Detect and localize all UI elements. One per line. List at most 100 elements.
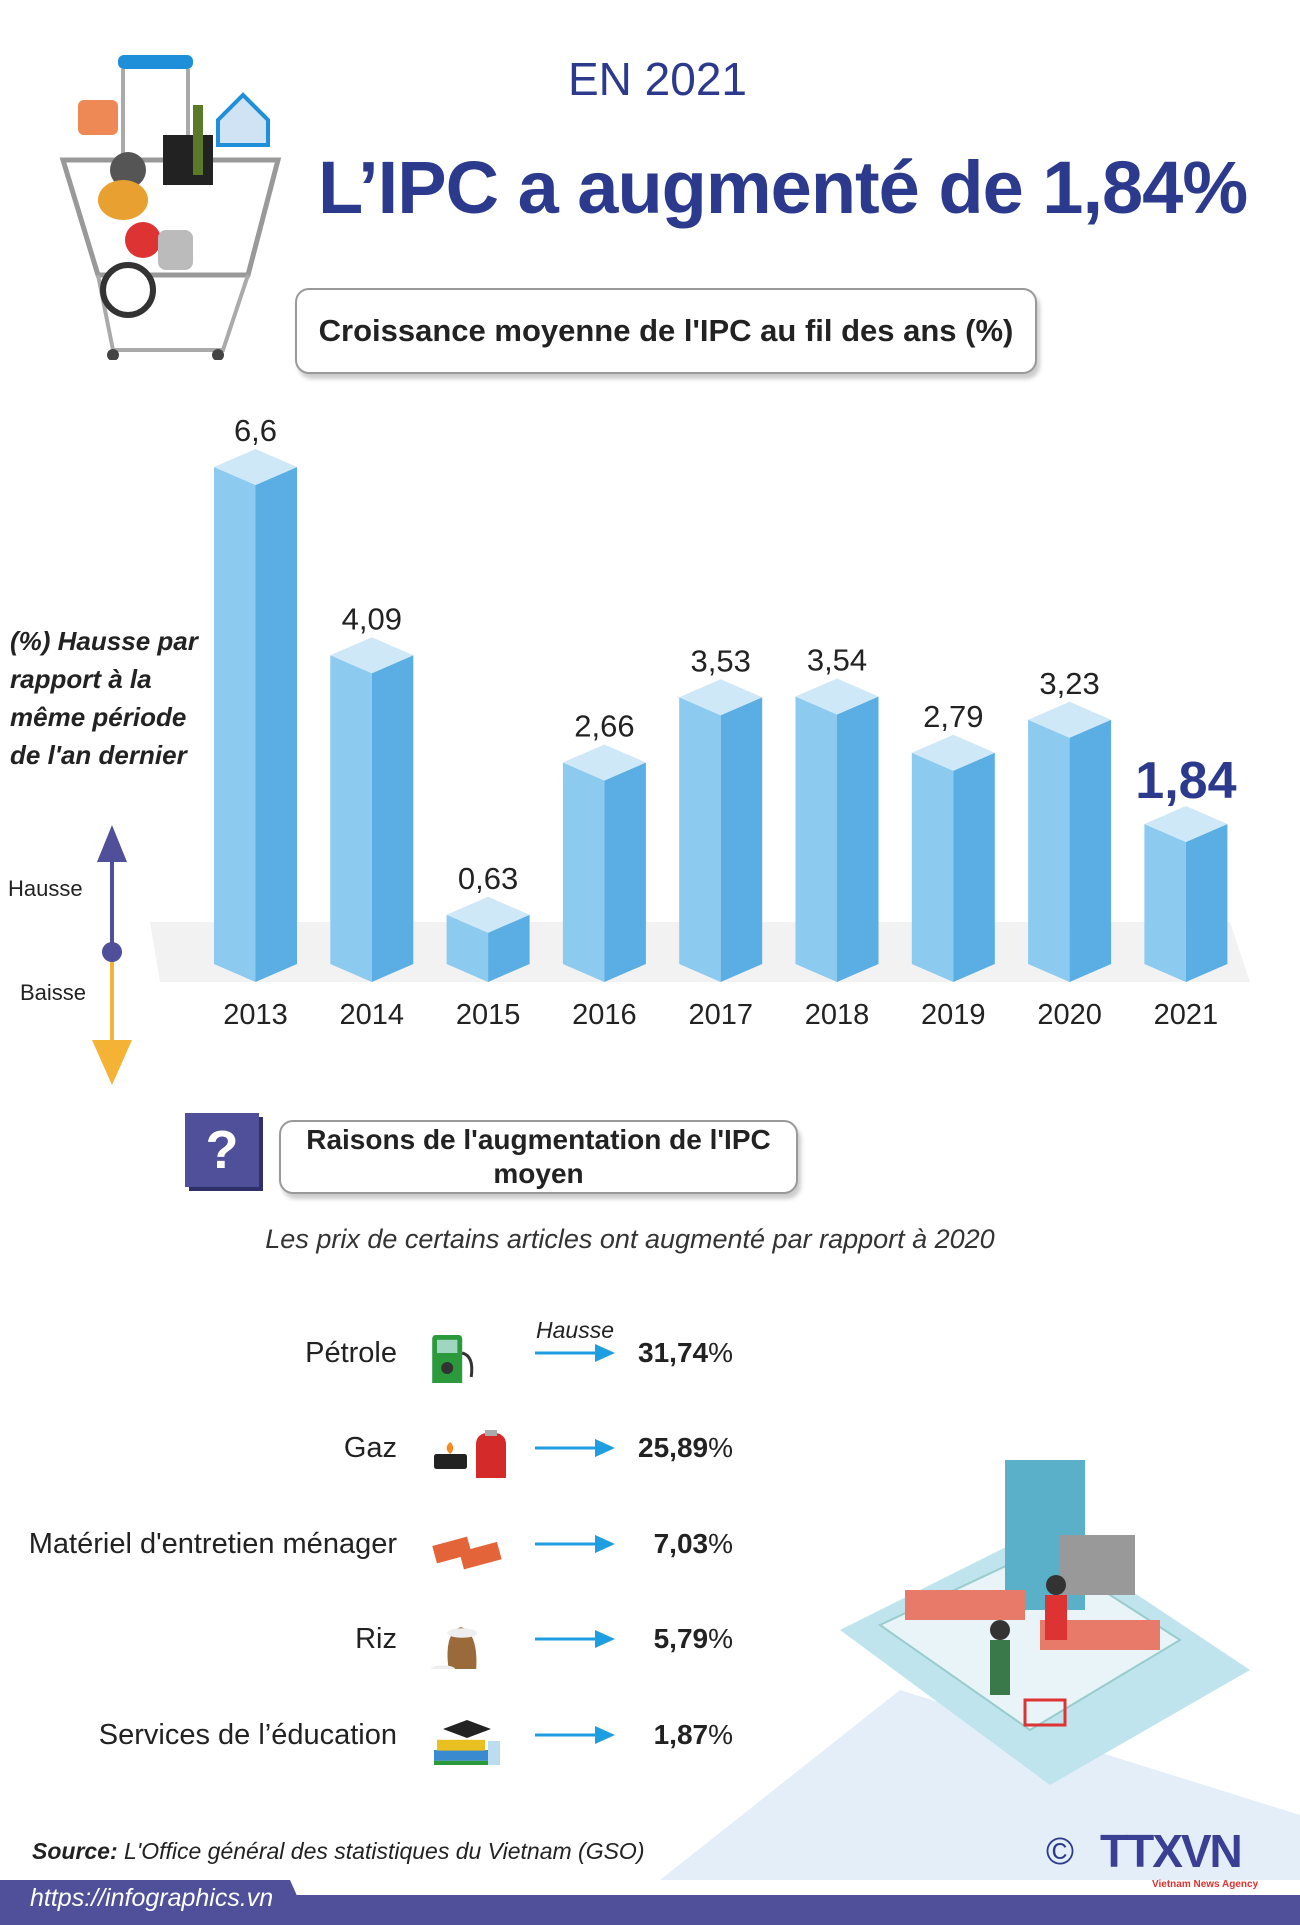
copyright-icon: © xyxy=(1046,1831,1074,1873)
x-tick-label: 2015 xyxy=(456,999,521,1031)
reason-item: Pétrole 31,74% xyxy=(0,1323,760,1383)
bar-value-label: 6,6 xyxy=(234,413,277,448)
source-label: Source: xyxy=(32,1838,118,1864)
page-title: L’IPC a augmenté de 1,84% xyxy=(318,146,1248,229)
x-tick-label: 2019 xyxy=(921,999,986,1031)
bar-front xyxy=(837,696,879,982)
bar-front xyxy=(953,752,995,982)
bar-value-label: 2,66 xyxy=(574,709,634,744)
source-text: L'Office général des statistiques du Vie… xyxy=(117,1838,645,1864)
x-tick-label: 2018 xyxy=(805,999,870,1031)
value-number: 1,87 xyxy=(653,1719,709,1750)
bar-side xyxy=(1144,824,1186,982)
reason-value: 25,89% xyxy=(638,1432,733,1464)
x-tick-label: 2021 xyxy=(1154,999,1219,1031)
market-illustration xyxy=(660,1460,1300,1880)
bar-value-label: 1,84 xyxy=(1135,752,1236,810)
chart-title: Croissance moyenne de l'IPC au fil des a… xyxy=(295,288,1037,374)
arrow-right-icon xyxy=(535,1535,615,1553)
bar-front xyxy=(1069,719,1112,982)
reasons-subtitle: Les prix de certains articles ont augmen… xyxy=(265,1224,995,1254)
bar-side xyxy=(911,752,954,982)
bar-top xyxy=(330,637,414,674)
x-tick-label: 2016 xyxy=(572,999,637,1031)
x-tick-label: 2017 xyxy=(688,999,753,1031)
bricks-icon xyxy=(432,1536,502,1570)
logo-subtitle: Vietnam News Agency xyxy=(1152,1879,1259,1890)
x-tick-label: 2013 xyxy=(223,999,288,1031)
question-icon: ? xyxy=(185,1113,259,1187)
arrow-right-icon xyxy=(535,1439,615,1457)
value-number: 5,79 xyxy=(653,1623,709,1654)
bar-value-label: 3,54 xyxy=(807,643,867,678)
graduation-books-icon xyxy=(434,1720,500,1765)
bar-front xyxy=(1185,824,1228,982)
value-unit: % xyxy=(708,1432,733,1463)
legend-down-label: Baisse xyxy=(20,980,87,1005)
arrow-right-icon xyxy=(535,1630,615,1648)
reason-item: Matériel d'entretien ménager 7,03% xyxy=(0,1514,760,1574)
bar-side xyxy=(795,696,837,982)
arrow-right-icon xyxy=(535,1344,615,1362)
value-unit: % xyxy=(708,1719,733,1750)
source-note: Source: L'Office général des statistique… xyxy=(32,1838,644,1865)
reason-value: 5,79% xyxy=(654,1623,733,1655)
bar-side xyxy=(562,762,605,982)
arrow-right-icon xyxy=(535,1726,615,1744)
reason-item: Gaz 25,89% xyxy=(0,1418,760,1478)
reason-label: Matériel d'entretien ménager xyxy=(28,1528,397,1560)
bar-value-label: 3,53 xyxy=(691,643,751,678)
trend-legend-arrow xyxy=(92,825,132,1085)
year-subtitle: EN 2021 xyxy=(567,53,747,105)
bar-side xyxy=(330,655,372,982)
x-tick-label: 2014 xyxy=(340,999,405,1031)
reason-value: 1,87% xyxy=(654,1719,733,1751)
y-axis-label: (%) Hausse par rapport à la même période… xyxy=(10,622,220,774)
bar-front xyxy=(604,762,646,982)
bar-side xyxy=(446,914,489,982)
value-number: 31,74 xyxy=(638,1337,709,1368)
value-unit: % xyxy=(708,1337,733,1368)
up-arrow-icon xyxy=(97,825,127,862)
bar-value-label: 3,23 xyxy=(1039,666,1099,701)
value-number: 25,89 xyxy=(638,1432,709,1463)
value-unit: % xyxy=(708,1528,733,1559)
legend-up-label: Hausse xyxy=(8,876,83,901)
ttxvn-logo: TTXVN xyxy=(1100,1825,1243,1877)
reason-label: Gaz xyxy=(343,1432,397,1464)
reason-value: 7,03% xyxy=(654,1528,733,1560)
bar-front xyxy=(720,697,763,982)
rice-sack-icon xyxy=(431,1627,478,1669)
bar-top xyxy=(446,896,530,933)
down-arrow-icon xyxy=(92,1040,132,1085)
bar-side xyxy=(679,697,721,982)
reason-value: 31,74% xyxy=(638,1337,733,1369)
bar-chart: 6,6 2013 4,09 2014 0,63 2015 2,66 2016 3,53 2017 3… xyxy=(92,413,1250,1085)
column-label-hausse: Hausse xyxy=(536,1317,614,1343)
bar-front xyxy=(255,467,297,982)
bar-side xyxy=(214,467,256,982)
reason-item: Services de l’éducation 1,87% xyxy=(0,1705,760,1765)
footer-tab xyxy=(0,1880,310,1925)
reason-label: Riz xyxy=(355,1623,397,1655)
shopping-cart-illustration xyxy=(59,55,282,360)
bar-value-label: 0,63 xyxy=(458,861,518,896)
reason-label: Services de l’éducation xyxy=(98,1719,397,1751)
y-axis-label-text: (%) Hausse par rapport à la même période… xyxy=(10,626,198,770)
bar-value-label: 2,79 xyxy=(923,699,983,734)
reasons-title: Raisons de l'augmentation de l'IPC moyen xyxy=(279,1120,798,1194)
gas-cylinder-icon xyxy=(434,1430,506,1478)
bar-top xyxy=(214,449,297,485)
bar-top xyxy=(1028,701,1112,738)
bar-side xyxy=(1028,719,1070,982)
bar-top xyxy=(795,678,879,715)
website-link[interactable]: https://infographics.vn xyxy=(30,1884,274,1912)
reason-label: Pétrole xyxy=(305,1337,397,1369)
bar-value-label: 4,09 xyxy=(342,601,402,636)
bar-top xyxy=(562,744,646,781)
fuel-pump-icon xyxy=(432,1335,474,1383)
x-tick-label: 2020 xyxy=(1037,999,1102,1031)
value-unit: % xyxy=(708,1623,733,1654)
bar-top xyxy=(1144,806,1228,842)
